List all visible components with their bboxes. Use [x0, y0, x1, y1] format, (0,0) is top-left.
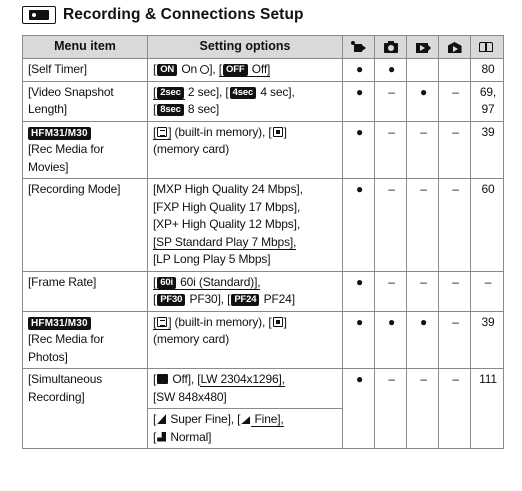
- menu-item-name: HFM31/M30 [Rec Media for Photos]: [22, 310, 148, 369]
- model-badge: HFM31/M30: [28, 126, 91, 140]
- mark-photo: –: [374, 80, 407, 122]
- table-header-row: Menu item Setting options: [22, 35, 504, 59]
- option-lp: [LP Long Play 5 Mbps]: [153, 252, 271, 266]
- table-row: [Simultaneous Recording] [ Off], [LW 230…: [22, 368, 504, 449]
- mark-photo: ●: [374, 310, 407, 369]
- super-fine-icon: [157, 414, 167, 424]
- mark-photo-playback: –: [438, 178, 471, 272]
- photo-playback-icon: [447, 41, 463, 53]
- 8sec-tag: 8sec: [157, 104, 184, 116]
- mark-movie-playback: –: [406, 368, 439, 449]
- mark-movie-playback: –: [406, 270, 439, 312]
- header-setting-options: Setting options: [147, 35, 343, 59]
- setting-options: [] (built-in memory), [] (memory card): [147, 120, 343, 179]
- 2sec-tag: 2sec: [157, 86, 184, 99]
- settings-table: Menu item Setting options [Self Timer] […: [22, 35, 504, 449]
- table-row: [Self Timer] [ON On ], [OFF Off] ● ● 80: [22, 58, 504, 82]
- fine-icon: [241, 416, 251, 424]
- photo-mode-icon: [383, 40, 399, 53]
- page-ref: 69, 97: [470, 80, 504, 122]
- table-row: HFM31/M30 [Rec Media for Movies] [] (buil…: [22, 120, 504, 179]
- table-row: HFM31/M30 [Rec Media for Photos] [] (buil…: [22, 310, 504, 369]
- option-lw: LW 2304x1296],: [200, 372, 285, 387]
- mark-movie: ●: [342, 178, 375, 272]
- setting-options: [ON On ], [OFF Off]: [147, 58, 343, 82]
- model-badge: HFM31/M30: [28, 316, 91, 330]
- mark-photo: –: [374, 270, 407, 312]
- off-tag: OFF: [222, 64, 248, 76]
- mark-photo-playback: –: [438, 270, 471, 312]
- 4sec-tag: 4sec: [229, 86, 257, 99]
- mark-movie: ●: [342, 270, 375, 312]
- mark-movie-playback: ●: [406, 80, 439, 122]
- mark-photo: –: [374, 178, 407, 272]
- pf24-tag: PF24: [231, 294, 260, 306]
- mark-movie-playback: ●: [406, 310, 439, 369]
- built-in-memory-icon: [157, 126, 168, 137]
- page-reference-icon: [478, 41, 496, 53]
- menu-item-name: [Frame Rate]: [22, 270, 148, 312]
- built-in-memory-icon: [157, 316, 168, 327]
- 60i-tag: 60i: [157, 276, 176, 289]
- mark-movie: ●: [342, 368, 375, 449]
- simultaneous-off-icon: [157, 374, 169, 384]
- memory-card-icon: [272, 126, 283, 137]
- page-ref: 60: [470, 178, 504, 272]
- table-row: [Recording Mode] [MXP High Quality 24 Mb…: [22, 178, 504, 272]
- on-tag: ON: [157, 64, 178, 76]
- menu-item-name: [Self Timer]: [22, 58, 148, 82]
- table-row: [Video Snapshot Length] [2sec 2 sec], [4…: [22, 80, 504, 122]
- memory-card-icon: [272, 316, 283, 327]
- self-timer-icon: [200, 65, 210, 74]
- menu-item-name: [Simultaneous Recording]: [22, 368, 148, 449]
- page-ref: 80: [470, 58, 504, 82]
- page-ref: –: [470, 270, 504, 312]
- page-ref: 39: [470, 120, 504, 179]
- pf30-tag: PF30: [157, 294, 186, 306]
- option-sw: [SW 848x480]: [153, 389, 227, 404]
- setting-options: [] (built-in memory), [] (memory card): [147, 310, 343, 369]
- menu-item-name: [Video Snapshot Length]: [22, 80, 148, 122]
- mark-movie-playback: –: [406, 178, 439, 272]
- setting-options: [2sec 2 sec], [4sec 4 sec],[8sec 8 sec]: [147, 80, 343, 122]
- mark-photo: –: [374, 368, 407, 449]
- header-menu-item: Menu item: [22, 35, 148, 59]
- mark-photo: ●: [374, 58, 407, 82]
- mark-movie: ●: [342, 80, 375, 122]
- mark-movie: ●: [342, 120, 375, 179]
- option-sp: [SP Standard Play 7 Mbps],: [153, 234, 297, 250]
- mark-movie: ●: [342, 310, 375, 369]
- camera-mode-icon: [22, 6, 56, 24]
- option-mxp: [MXP High Quality 24 Mbps],: [153, 182, 303, 196]
- page-ref: 39: [470, 310, 504, 369]
- mark-photo-playback: –: [438, 368, 471, 449]
- movie-mode-icon: [350, 40, 367, 53]
- mark-movie: ●: [342, 58, 375, 82]
- setting-options-quality: [ Super Fine], [ Fine],[ Normal]: [147, 408, 343, 449]
- setting-options: [60i 60i (Standard)],[PF30 PF30], [PF24 …: [147, 270, 343, 312]
- page-title: Recording & Connections Setup: [63, 6, 304, 23]
- option-xp: [XP+ High Quality 12 Mbps],: [153, 217, 301, 231]
- mark-photo-playback: [438, 58, 471, 82]
- mark-photo-playback: –: [438, 310, 471, 369]
- normal-icon: [157, 431, 167, 442]
- mark-photo: –: [374, 120, 407, 179]
- page-ref: 111: [470, 368, 504, 449]
- movie-playback-icon: [414, 41, 432, 53]
- table-row: [ Super Fine], [ Fine],[ Normal]: [23, 408, 504, 449]
- menu-item-name: [Recording Mode]: [22, 178, 148, 272]
- option-fxp: [FXP High Quality 17 Mbps],: [153, 199, 301, 214]
- mark-movie-playback: –: [406, 120, 439, 179]
- section-title-bar: Recording & Connections Setup: [22, 4, 304, 26]
- menu-item-name: HFM31/M30 [Rec Media for Movies]: [22, 120, 148, 179]
- setting-options: [MXP High Quality 24 Mbps], [FXP High Qua…: [147, 178, 343, 272]
- mark-movie-playback: [406, 58, 439, 82]
- mark-photo-playback: –: [438, 80, 471, 122]
- table-row: [Frame Rate] [60i 60i (Standard)],[PF30 …: [22, 270, 504, 312]
- setting-options: [ Off], [LW 2304x1296], [SW 848x480]: [147, 368, 343, 409]
- mark-photo-playback: –: [438, 120, 471, 179]
